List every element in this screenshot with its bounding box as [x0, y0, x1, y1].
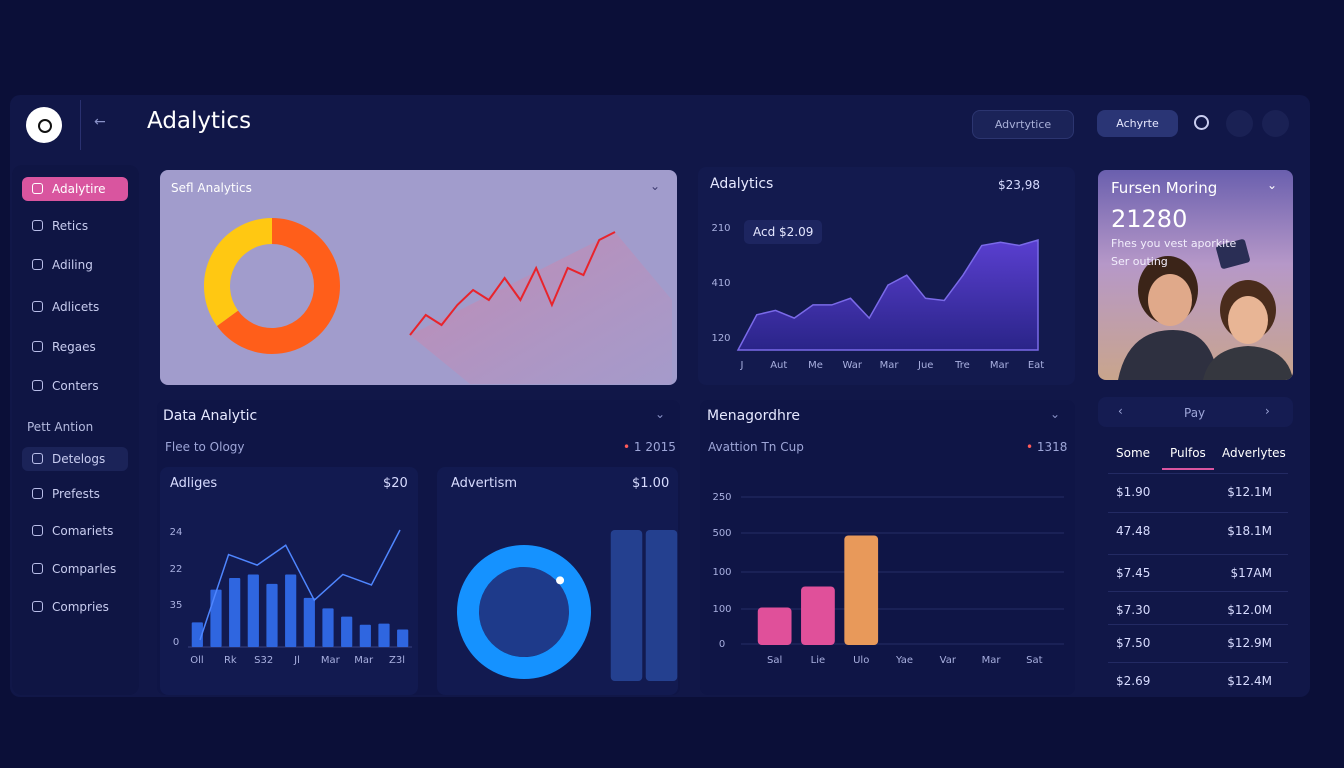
badge: • 1318: [1026, 440, 1068, 454]
table-cell: $12.1M: [1227, 485, 1272, 499]
badge: • 1 2015: [623, 440, 676, 454]
nav-item[interactable]: Retics: [22, 214, 128, 238]
table-cell: $18.1M: [1227, 524, 1272, 538]
panel-subtitle: Avattion Tn Cup: [708, 440, 804, 454]
card-value: $20: [383, 476, 408, 491]
panel-title: Data Analytic: [163, 408, 258, 424]
panel-subtitle: Flee to Ology: [165, 440, 245, 454]
card-value: $1.00: [632, 476, 670, 491]
row-divider: [1108, 591, 1288, 592]
back-arrow[interactable]: ←: [94, 114, 106, 130]
badge-text: 1318: [1036, 440, 1068, 454]
tag[interactable]: Acd $2.09: [744, 220, 823, 244]
nav-label: Detelogs: [52, 452, 106, 466]
nav-label: Adalytire: [52, 182, 106, 196]
nav-item[interactable]: Prefests: [22, 482, 128, 506]
chevron[interactable]: ⌄: [655, 407, 666, 421]
nav-item[interactable]: Adiling: [22, 253, 128, 277]
nav-item[interactable]: Comariets: [22, 519, 128, 543]
card-title: Adalytics: [710, 176, 774, 192]
row-divider: [1108, 624, 1288, 625]
table-header: Pulfos: [1170, 446, 1206, 460]
pager-prev[interactable]: ‹: [1118, 404, 1123, 418]
promo-card: [1098, 170, 1293, 380]
tab-underline: [1162, 468, 1214, 470]
table-cell: 47.48: [1116, 524, 1151, 538]
analytics-card: [160, 170, 677, 385]
row-divider: [1108, 554, 1288, 555]
promo-value: 21280: [1111, 205, 1188, 233]
promo-text: Ser outing: [1111, 255, 1168, 268]
table-cell: $7.45: [1116, 566, 1151, 580]
card-title: Sefl Analytics: [171, 181, 252, 195]
badge-text: 1 2015: [633, 440, 676, 454]
table-cell: $7.30: [1116, 603, 1151, 617]
chevron[interactable]: ⌄: [1050, 407, 1061, 421]
nav-item[interactable]: Regaes: [22, 335, 128, 359]
nav-item[interactable]: Detelogs: [22, 447, 128, 471]
chart-card: [437, 467, 678, 695]
search-icon[interactable]: [1194, 115, 1209, 130]
logo-mark: [38, 119, 52, 133]
sidebar: [12, 165, 139, 695]
pager-label: Pay: [1184, 406, 1206, 420]
row-divider: [1108, 473, 1288, 474]
area-card: [698, 167, 1075, 385]
nav-section: Pett Antion: [27, 420, 94, 434]
pager: [1098, 397, 1293, 427]
promo-photo: [1118, 239, 1293, 380]
nav-item[interactable]: Adalytire: [22, 177, 128, 201]
header-button[interactable]: Advrtytice: [972, 110, 1074, 139]
table-cell: $12.0M: [1227, 603, 1272, 617]
table-cell: $2.69: [1116, 674, 1151, 688]
row-divider: [1108, 512, 1288, 513]
table-cell: $7.50: [1116, 636, 1151, 650]
row-divider: [1108, 662, 1288, 663]
nav-item[interactable]: Conters: [22, 374, 128, 398]
nav-item[interactable]: Comparles: [22, 557, 128, 581]
nav-label: Adlicets: [52, 300, 100, 314]
header-button[interactable]: Achyrte: [1097, 110, 1178, 137]
nav-label: Regaes: [52, 340, 96, 354]
table-cell: $1.90: [1116, 485, 1151, 499]
card-title: Adliges: [170, 476, 218, 491]
table-header: Some: [1116, 446, 1151, 460]
pager-next[interactable]: ›: [1265, 404, 1270, 418]
icon-button[interactable]: [1226, 110, 1253, 137]
table-header: Adverlytes: [1222, 446, 1286, 460]
table-cell: $12.9M: [1227, 636, 1272, 650]
nav-item[interactable]: Compries: [22, 595, 128, 619]
nav-label: Comariets: [52, 524, 114, 538]
panel-title: Menagordhre: [707, 408, 800, 424]
nav-label: Prefests: [52, 487, 100, 501]
icon-button[interactable]: [1262, 110, 1289, 137]
promo-title: Fursen Moring: [1111, 179, 1218, 197]
nav-label: Retics: [52, 219, 89, 233]
app-title: Adalytics: [147, 108, 252, 134]
table-cell: $12.4M: [1227, 674, 1272, 688]
card-title: Advertism: [451, 476, 518, 491]
chevron[interactable]: ⌄: [1267, 178, 1278, 192]
chart-card: [160, 467, 418, 695]
card-value: $23,98: [998, 178, 1040, 192]
divider: [80, 100, 81, 150]
promo-text: Fhes you vest aporkite: [1111, 237, 1237, 250]
nav-label: Adiling: [52, 258, 93, 272]
nav-item[interactable]: Adlicets: [22, 295, 128, 319]
table-cell: $17AM: [1230, 566, 1272, 580]
nav-label: Conters: [52, 379, 99, 393]
nav-label: Compries: [52, 600, 109, 614]
bar-panel: [700, 400, 1075, 695]
nav-label: Comparles: [52, 562, 117, 576]
chevron[interactable]: ⌄: [650, 179, 661, 193]
